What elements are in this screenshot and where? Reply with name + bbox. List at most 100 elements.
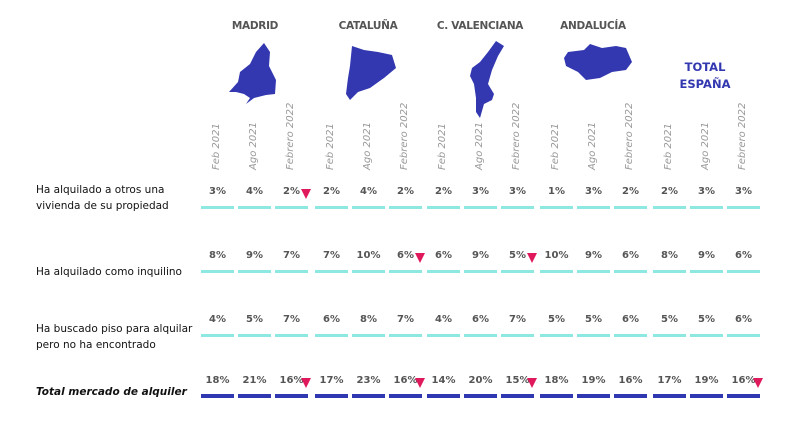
valenciana-map-icon bbox=[470, 41, 504, 118]
value-cell: 4% bbox=[435, 314, 452, 325]
value-underline bbox=[427, 270, 460, 273]
value-underline bbox=[653, 334, 686, 337]
value-underline bbox=[614, 334, 647, 337]
value-underline bbox=[275, 206, 308, 209]
value-cell: 6% bbox=[397, 250, 414, 261]
value-underline bbox=[275, 270, 308, 273]
value-cell: 21% bbox=[242, 375, 267, 386]
period-label: Feb 2021 bbox=[211, 123, 222, 170]
value-cell: 3% bbox=[472, 186, 489, 197]
value-cell: 8% bbox=[360, 314, 377, 325]
value-cell: 6% bbox=[735, 250, 752, 261]
value-underline bbox=[540, 334, 573, 337]
value-cell: 3% bbox=[585, 186, 602, 197]
value-cell: 17% bbox=[657, 375, 682, 386]
decrease-triangle-icon bbox=[415, 378, 425, 388]
value-underline bbox=[315, 270, 348, 273]
value-cell: 9% bbox=[246, 250, 263, 261]
value-underline bbox=[238, 206, 271, 209]
madrid-map-icon bbox=[229, 43, 276, 104]
cataluna-map-icon bbox=[346, 46, 396, 100]
value-underline bbox=[201, 394, 234, 398]
value-underline bbox=[389, 334, 422, 337]
value-underline bbox=[727, 334, 760, 337]
value-cell: 5% bbox=[548, 314, 565, 325]
value-underline bbox=[727, 206, 760, 209]
value-underline bbox=[275, 334, 308, 337]
row-label-tenant: Ha alquilado como inquilino bbox=[36, 266, 182, 278]
decrease-triangle-icon bbox=[301, 189, 311, 199]
period-label: Ago 2021 bbox=[248, 122, 259, 170]
value-underline bbox=[614, 206, 647, 209]
value-cell: 5% bbox=[509, 250, 526, 261]
period-label: Feb 2021 bbox=[437, 123, 448, 170]
decrease-triangle-icon bbox=[753, 378, 763, 388]
value-cell: 5% bbox=[698, 314, 715, 325]
total-label-line2: ESPAÑA bbox=[679, 77, 731, 91]
value-cell: 10% bbox=[544, 250, 569, 261]
value-cell: 4% bbox=[209, 314, 226, 325]
decrease-triangle-icon bbox=[415, 253, 425, 263]
value-underline bbox=[653, 394, 686, 398]
row-label-searched-not-found: Ha buscado piso para alquilar pero no ha… bbox=[36, 323, 193, 351]
value-cell: 16% bbox=[279, 375, 304, 386]
value-underline bbox=[352, 334, 385, 337]
value-cell: 7% bbox=[397, 314, 414, 325]
value-underline bbox=[201, 270, 234, 273]
value-cell: 15% bbox=[505, 375, 530, 386]
value-cell: 9% bbox=[585, 250, 602, 261]
value-underline bbox=[464, 394, 497, 398]
value-underline bbox=[540, 206, 573, 209]
value-underline bbox=[427, 206, 460, 209]
value-underline bbox=[238, 394, 271, 398]
value-underline bbox=[653, 206, 686, 209]
value-cell: 2% bbox=[397, 186, 414, 197]
region-header-andalucia: ANDALUCÍA bbox=[560, 20, 626, 32]
value-cell: 3% bbox=[735, 186, 752, 197]
value-underline bbox=[690, 270, 723, 273]
value-cell: 6% bbox=[435, 250, 452, 261]
value-underline bbox=[464, 334, 497, 337]
value-underline bbox=[501, 334, 534, 337]
decrease-triangle-icon bbox=[301, 378, 311, 388]
andalucia-map-icon bbox=[564, 44, 632, 80]
period-label: Febrero 2022 bbox=[511, 102, 522, 170]
value-cell: 6% bbox=[735, 314, 752, 325]
value-cell: 7% bbox=[323, 250, 340, 261]
row-label-owner-rented: Ha alquilado a otros una vivienda de su … bbox=[36, 184, 169, 212]
value-underline bbox=[577, 206, 610, 209]
value-underline bbox=[389, 270, 422, 273]
value-cell: 3% bbox=[209, 186, 226, 197]
period-label: Ago 2021 bbox=[362, 122, 373, 170]
value-underline bbox=[275, 394, 308, 398]
value-cell: 7% bbox=[509, 314, 526, 325]
value-cell: 23% bbox=[356, 375, 381, 386]
value-underline bbox=[614, 270, 647, 273]
value-cell: 3% bbox=[509, 186, 526, 197]
value-underline bbox=[389, 394, 422, 398]
region-header-valenciana: C. VALENCIANA bbox=[436, 20, 524, 32]
total-espana-header: TOTAL ESPAÑA bbox=[660, 59, 750, 93]
period-label: Feb 2021 bbox=[550, 123, 561, 170]
value-cell: 1% bbox=[548, 186, 565, 197]
value-underline bbox=[540, 394, 573, 398]
period-label: Ago 2021 bbox=[474, 122, 485, 170]
value-cell: 9% bbox=[698, 250, 715, 261]
value-cell: 2% bbox=[661, 186, 678, 197]
period-label: Febrero 2022 bbox=[399, 102, 410, 170]
value-cell: 16% bbox=[618, 375, 643, 386]
value-cell: 2% bbox=[435, 186, 452, 197]
value-cell: 4% bbox=[360, 186, 377, 197]
total-label-line1: TOTAL bbox=[684, 60, 726, 74]
value-cell: 8% bbox=[209, 250, 226, 261]
period-label: Ago 2021 bbox=[587, 122, 598, 170]
value-underline bbox=[540, 270, 573, 273]
value-cell: 8% bbox=[661, 250, 678, 261]
row-label-total-market: Total mercado de alquiler bbox=[36, 386, 187, 398]
value-underline bbox=[464, 206, 497, 209]
value-cell: 20% bbox=[468, 375, 493, 386]
value-underline bbox=[427, 394, 460, 398]
value-underline bbox=[501, 206, 534, 209]
value-cell: 5% bbox=[246, 314, 263, 325]
